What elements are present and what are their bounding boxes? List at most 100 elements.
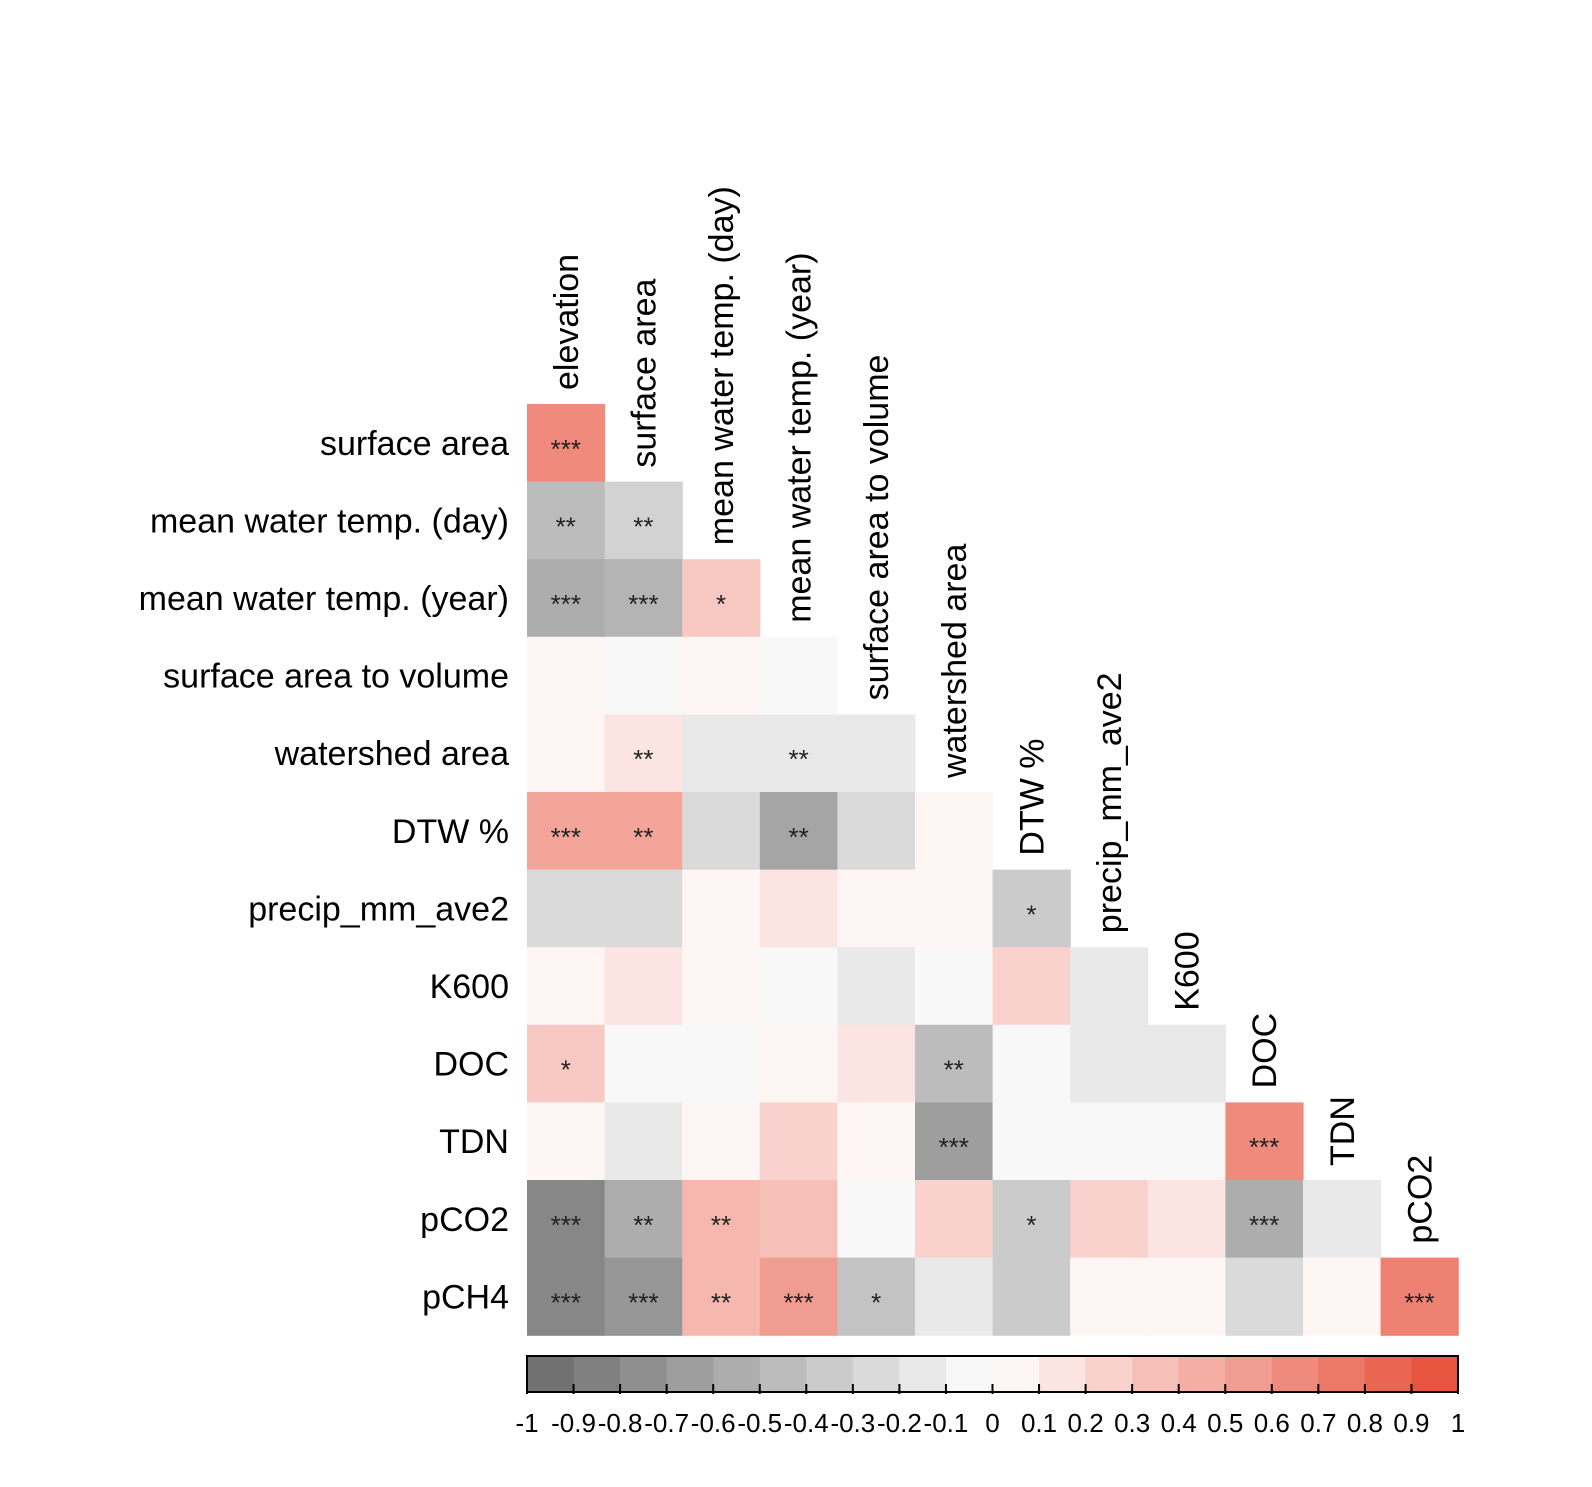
significance-mark: ** <box>633 1210 653 1240</box>
colorbar-tick-label: -0.4 <box>784 1408 829 1438</box>
significance-mark: ** <box>633 822 653 852</box>
heatmap-cell <box>604 792 683 871</box>
significance-mark: ** <box>556 511 576 541</box>
significance-mark: * <box>1026 1210 1036 1240</box>
heatmap-cell <box>759 636 838 715</box>
significance-mark: *** <box>551 434 581 464</box>
heatmap-cell <box>759 869 838 948</box>
significance-mark: *** <box>551 589 581 619</box>
heatmap-cell <box>915 1102 994 1181</box>
colorbar-segment <box>1411 1356 1459 1392</box>
colorbar-segment <box>1039 1356 1087 1392</box>
significance-mark: *** <box>551 1287 581 1317</box>
column-label: surface area <box>625 279 663 468</box>
colorbar-segment <box>713 1356 761 1392</box>
heatmap-cell <box>527 792 606 871</box>
heatmap-cell <box>992 1257 1071 1336</box>
colorbar-tick-label: 0 <box>985 1408 999 1438</box>
significance-mark: *** <box>551 822 581 852</box>
column-label: surface area to volume <box>858 355 896 701</box>
heatmap-cell <box>992 1102 1071 1181</box>
colorbar-segment <box>899 1356 947 1392</box>
heatmap-cell <box>1070 1180 1149 1259</box>
significance-mark: * <box>716 589 726 619</box>
colorbar-tick-label: -0.1 <box>924 1408 969 1438</box>
heatmap-cell <box>1070 1024 1149 1103</box>
colorbar-tick-label: -0.8 <box>598 1408 643 1438</box>
heatmap-cell <box>1070 1257 1149 1336</box>
heatmap-cell <box>682 947 761 1026</box>
heatmap-cell <box>604 1180 683 1259</box>
heatmap-cell <box>682 869 761 948</box>
heatmap-cell <box>759 1257 838 1336</box>
significance-mark: * <box>871 1287 881 1317</box>
significance-mark: *** <box>1249 1132 1279 1162</box>
heatmap-cell <box>604 481 683 560</box>
colorbar-tick-label: 0.9 <box>1393 1408 1429 1438</box>
significance-mark: ** <box>711 1210 731 1240</box>
heatmap-cell <box>915 1024 994 1103</box>
column-label: mean water temp. (day) <box>703 186 741 545</box>
significance-mark: ** <box>633 511 653 541</box>
colorbar-segment <box>992 1356 1040 1392</box>
colorbar-tick-label: 0.7 <box>1300 1408 1336 1438</box>
row-labels: surface area mean water temp. (day) mean w… <box>139 425 509 1317</box>
heatmap-cell <box>992 1024 1071 1103</box>
heatmap-cell <box>604 636 683 715</box>
column-label: watershed area <box>936 544 974 779</box>
colorbar-tick-label: 1 <box>1451 1408 1465 1438</box>
heatmap-cell <box>1147 1257 1226 1336</box>
colorbar-segment <box>945 1356 993 1392</box>
significance-mark: *** <box>783 1287 813 1317</box>
heatmap-cell <box>527 1180 606 1259</box>
heatmap-cell <box>682 1257 761 1336</box>
significance-mark: *** <box>939 1132 969 1162</box>
colorbar-segment <box>1271 1356 1319 1392</box>
heatmap-cell <box>759 947 838 1026</box>
column-label: elevation <box>548 254 586 390</box>
heatmap-cell <box>837 947 916 1026</box>
row-label: precip_mm_ave2 <box>248 890 509 928</box>
significance-mark: ** <box>711 1287 731 1317</box>
colorbar-tick-label: -0.7 <box>644 1408 689 1438</box>
heatmap-cell <box>759 1102 838 1181</box>
heatmap-cell <box>527 559 606 638</box>
heatmap-cell <box>527 1257 606 1336</box>
heatmap-cell <box>915 1257 994 1336</box>
colorbar-tick-label: -0.9 <box>551 1408 596 1438</box>
heatmap-cell <box>1225 1180 1304 1259</box>
heatmap-cell <box>682 714 761 793</box>
heatmap-cell <box>915 1180 994 1259</box>
significance-mark: ** <box>944 1055 964 1085</box>
heatmap-cell <box>604 947 683 1026</box>
heatmap-cell <box>837 869 916 948</box>
heatmap-cell <box>837 1180 916 1259</box>
row-label: watershed area <box>274 735 509 773</box>
heatmap-cell <box>1225 1102 1304 1181</box>
heatmap-cell <box>915 869 994 948</box>
colorbar-tick-label: 0.4 <box>1161 1408 1197 1438</box>
significance-mark: *** <box>551 1210 581 1240</box>
colorbar-tick-label: -1 <box>515 1408 538 1438</box>
heatmap-cell <box>682 636 761 715</box>
heatmap-cell <box>1303 1257 1382 1336</box>
colorbar-segment <box>759 1356 807 1392</box>
colorbar-tick-label: 0.1 <box>1021 1408 1057 1438</box>
colorbar-tick-label: -0.6 <box>691 1408 736 1438</box>
column-label: TDN <box>1324 1096 1362 1166</box>
significance-mark: ** <box>633 744 653 774</box>
colorbar-segment <box>666 1356 714 1392</box>
heatmap-cell <box>1380 1257 1459 1336</box>
heatmap-cell <box>837 1257 916 1336</box>
heatmap-cell <box>527 869 606 948</box>
heatmap-cell <box>1147 1102 1226 1181</box>
heatmap-cell <box>604 714 683 793</box>
column-labels: elevation surface area mean water temp. (d… <box>548 186 1440 1243</box>
column-label: precip_mm_ave2 <box>1091 672 1129 933</box>
heatmap-cell <box>837 1024 916 1103</box>
colorbar-tick-label: -0.2 <box>877 1408 922 1438</box>
heatmap-cell <box>1303 1180 1382 1259</box>
row-label: surface area to volume <box>163 658 509 696</box>
colorbar-segment <box>1085 1356 1133 1392</box>
